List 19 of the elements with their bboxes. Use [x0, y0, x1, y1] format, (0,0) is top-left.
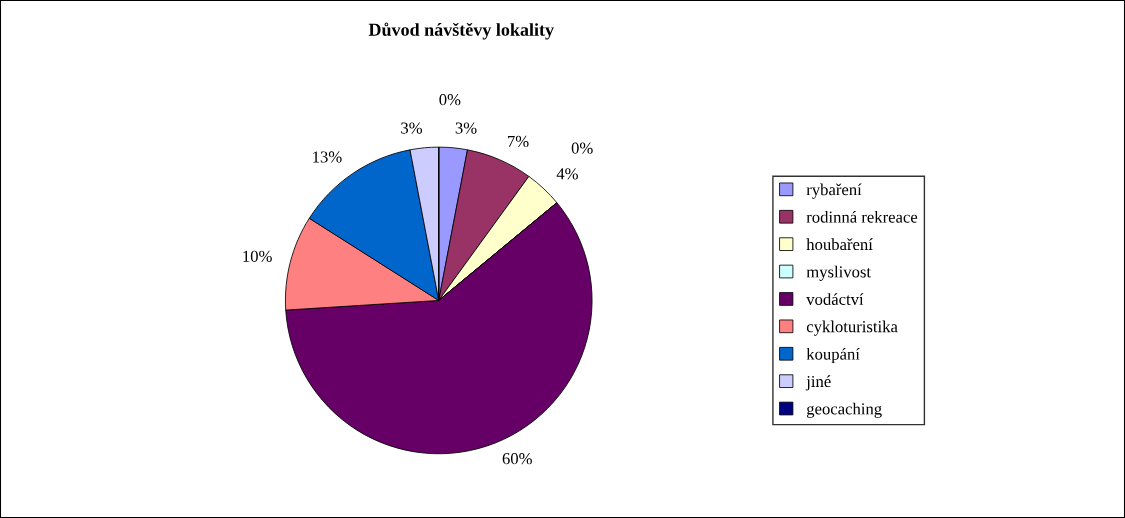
data-label: 3% — [401, 122, 423, 134]
chart-title: Důvod návštěvy lokality — [368, 22, 554, 40]
legend-label: cykloturistika — [806, 320, 898, 336]
text: 0% — [439, 94, 461, 106]
legend-label: rybaření — [806, 183, 862, 199]
legend-label: jiné — [805, 375, 831, 391]
legend-label: houbaření — [806, 238, 873, 251]
legend-label: myslivost — [806, 265, 871, 281]
data-label: 10% — [243, 250, 272, 262]
text: 0% — [571, 142, 593, 154]
legend-label: koupání — [806, 347, 860, 364]
legend-label: rodinná rekreace — [806, 210, 918, 223]
legend-label: vodáctví — [806, 293, 864, 305]
legend-label: geocaching — [806, 402, 882, 418]
data-label: 13% — [313, 151, 342, 163]
data-label: 4% — [556, 168, 578, 180]
data-label: 3% — [455, 122, 477, 134]
data-label: 7% — [508, 135, 529, 148]
data-label: 60% — [502, 453, 532, 465]
